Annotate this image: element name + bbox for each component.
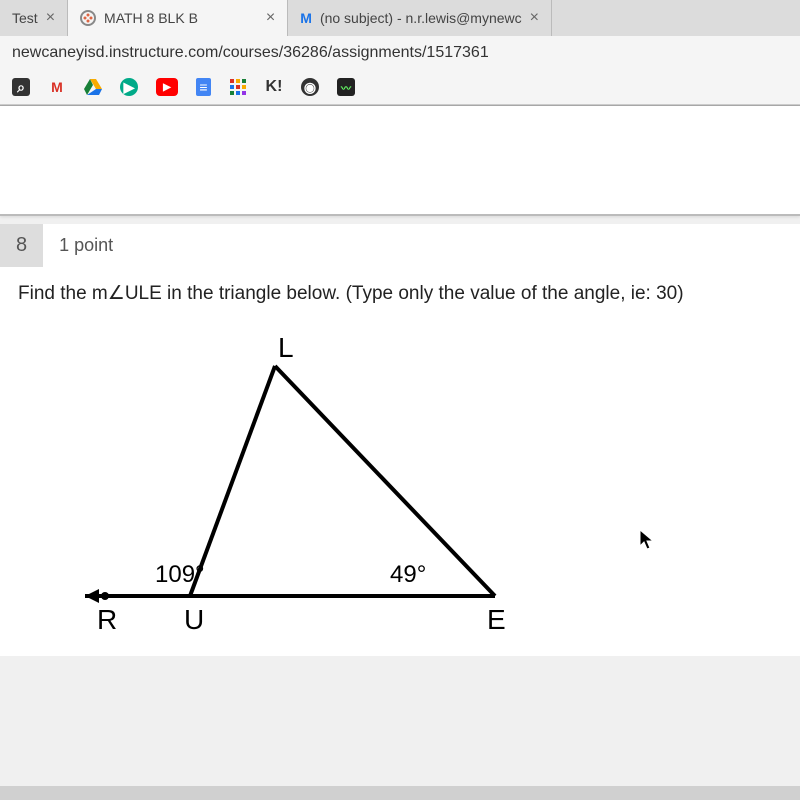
tab-math[interactable]: MATH 8 BLK B × [68,0,288,36]
vertex-label-U: U [184,604,204,636]
play-icon[interactable]: ▶ [120,78,138,96]
vertex-label-E: E [487,604,506,636]
kahoot-icon[interactable]: K! [265,78,283,96]
close-icon[interactable]: × [266,9,275,27]
vertex-label-L: L [278,332,294,364]
url-text: newcaneyisd.instructure.com/courses/3628… [12,44,489,62]
tab-bar: Test × MATH 8 BLK B × M (no subject) - n… [0,0,800,36]
url-bar[interactable]: newcaneyisd.instructure.com/courses/3628… [0,36,800,70]
browser-chrome: Test × MATH 8 BLK B × M (no subject) - n… [0,0,800,106]
globe-icon[interactable]: ◉ [301,78,319,96]
tab-label: (no subject) - n.r.lewis@mynewc [320,10,522,26]
close-icon[interactable]: × [46,9,55,27]
triangle-diagram: L U E R 109° 49° [60,336,600,656]
canvas-icon [80,10,96,26]
question-points: 1 point [43,235,113,256]
triangle-svg [60,336,600,656]
ray-label-R: R [97,604,117,636]
gmail-icon[interactable]: M [48,78,66,96]
question-text: Find the m∠ULE in the triangle below. (T… [0,267,800,316]
angle-symbol: ∠ [108,283,125,304]
apps-icon[interactable] [229,78,247,96]
tab-label: MATH 8 BLK B [104,10,198,26]
content-area: 8 1 point Find the m∠ULE in the triangle… [0,106,800,786]
tab-label: Test [12,10,38,26]
angle-exterior-U: 109° [155,561,205,589]
question-section: 8 1 point Find the m∠ULE in the triangle… [0,224,800,656]
question-number: 8 [0,224,43,267]
question-header: 8 1 point [0,224,800,267]
header-blank [0,106,800,216]
youtube-icon[interactable]: ▶ [156,78,178,96]
search-icon[interactable]: ⌕ [12,78,30,96]
cursor-icon [640,530,658,558]
desmos-icon[interactable]: 〰 [337,78,355,96]
tab-test[interactable]: Test × [0,0,68,36]
drive-icon[interactable] [84,78,102,96]
bookmarks-bar: ⌕ M ▶ ▶ ≡ K! ◉ 〰 [0,70,800,105]
tab-gmail[interactable]: M (no subject) - n.r.lewis@mynewc × [288,0,552,36]
angle-interior-E: 49° [390,561,426,589]
docs-icon[interactable]: ≡ [196,78,211,96]
gmail-icon: M [300,10,312,26]
close-icon[interactable]: × [530,9,539,27]
